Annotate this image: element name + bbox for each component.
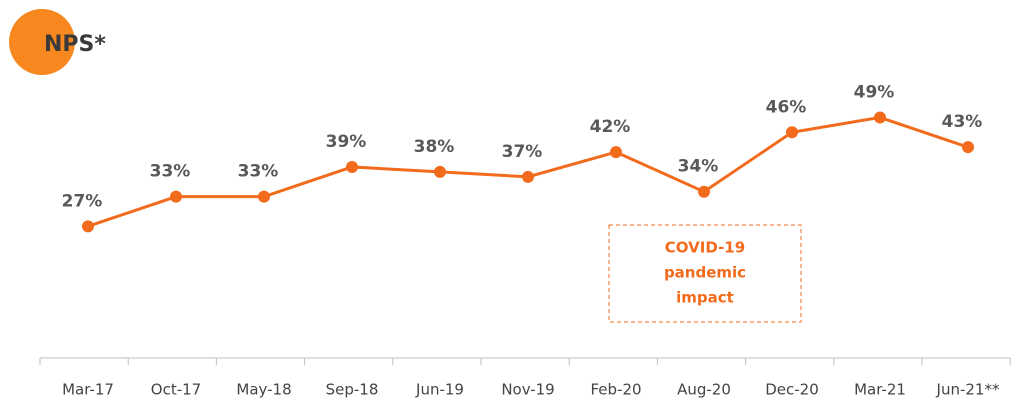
value-label: 33% [238, 162, 279, 182]
value-label: 39% [326, 132, 367, 152]
annotation-text: impact [676, 289, 734, 307]
value-label: 46% [766, 97, 807, 117]
annotation-box [608, 224, 802, 323]
value-label: 34% [678, 157, 719, 177]
value-label: 43% [942, 112, 983, 132]
point [522, 170, 534, 183]
point [962, 141, 974, 154]
point [610, 146, 622, 159]
value-label: 42% [590, 117, 631, 137]
point [346, 160, 358, 173]
value-label: 49% [854, 82, 895, 102]
chart-title: NPS* [44, 32, 106, 57]
point [82, 220, 94, 233]
point [434, 165, 446, 178]
x-tick-label: Jun-19 [415, 381, 464, 399]
value-label: 37% [502, 142, 543, 162]
annotation-text: pandemic [664, 264, 746, 282]
title-badge [9, 9, 75, 75]
x-tick-label: Oct-17 [151, 381, 201, 399]
point [786, 126, 798, 139]
x-tick-label: Nov-19 [501, 381, 554, 399]
point [874, 111, 886, 124]
x-tick-label: Mar-17 [62, 381, 114, 399]
x-tick-label: Feb-20 [590, 381, 641, 399]
point [698, 185, 710, 198]
value-label: 33% [150, 162, 191, 182]
x-tick-label: May-18 [236, 381, 291, 399]
point [170, 190, 182, 203]
point [258, 190, 270, 203]
x-tick-label: Jun-21** [936, 381, 1000, 399]
value-label: 27% [62, 191, 103, 211]
annotation-text: COVID-19 [665, 239, 745, 257]
value-label: 38% [414, 137, 455, 157]
x-tick-label: Aug-20 [677, 381, 731, 399]
x-tick-label: Mar-21 [854, 381, 906, 399]
x-tick-label: Dec-20 [765, 381, 819, 399]
x-tick-label: Sep-18 [326, 381, 379, 399]
